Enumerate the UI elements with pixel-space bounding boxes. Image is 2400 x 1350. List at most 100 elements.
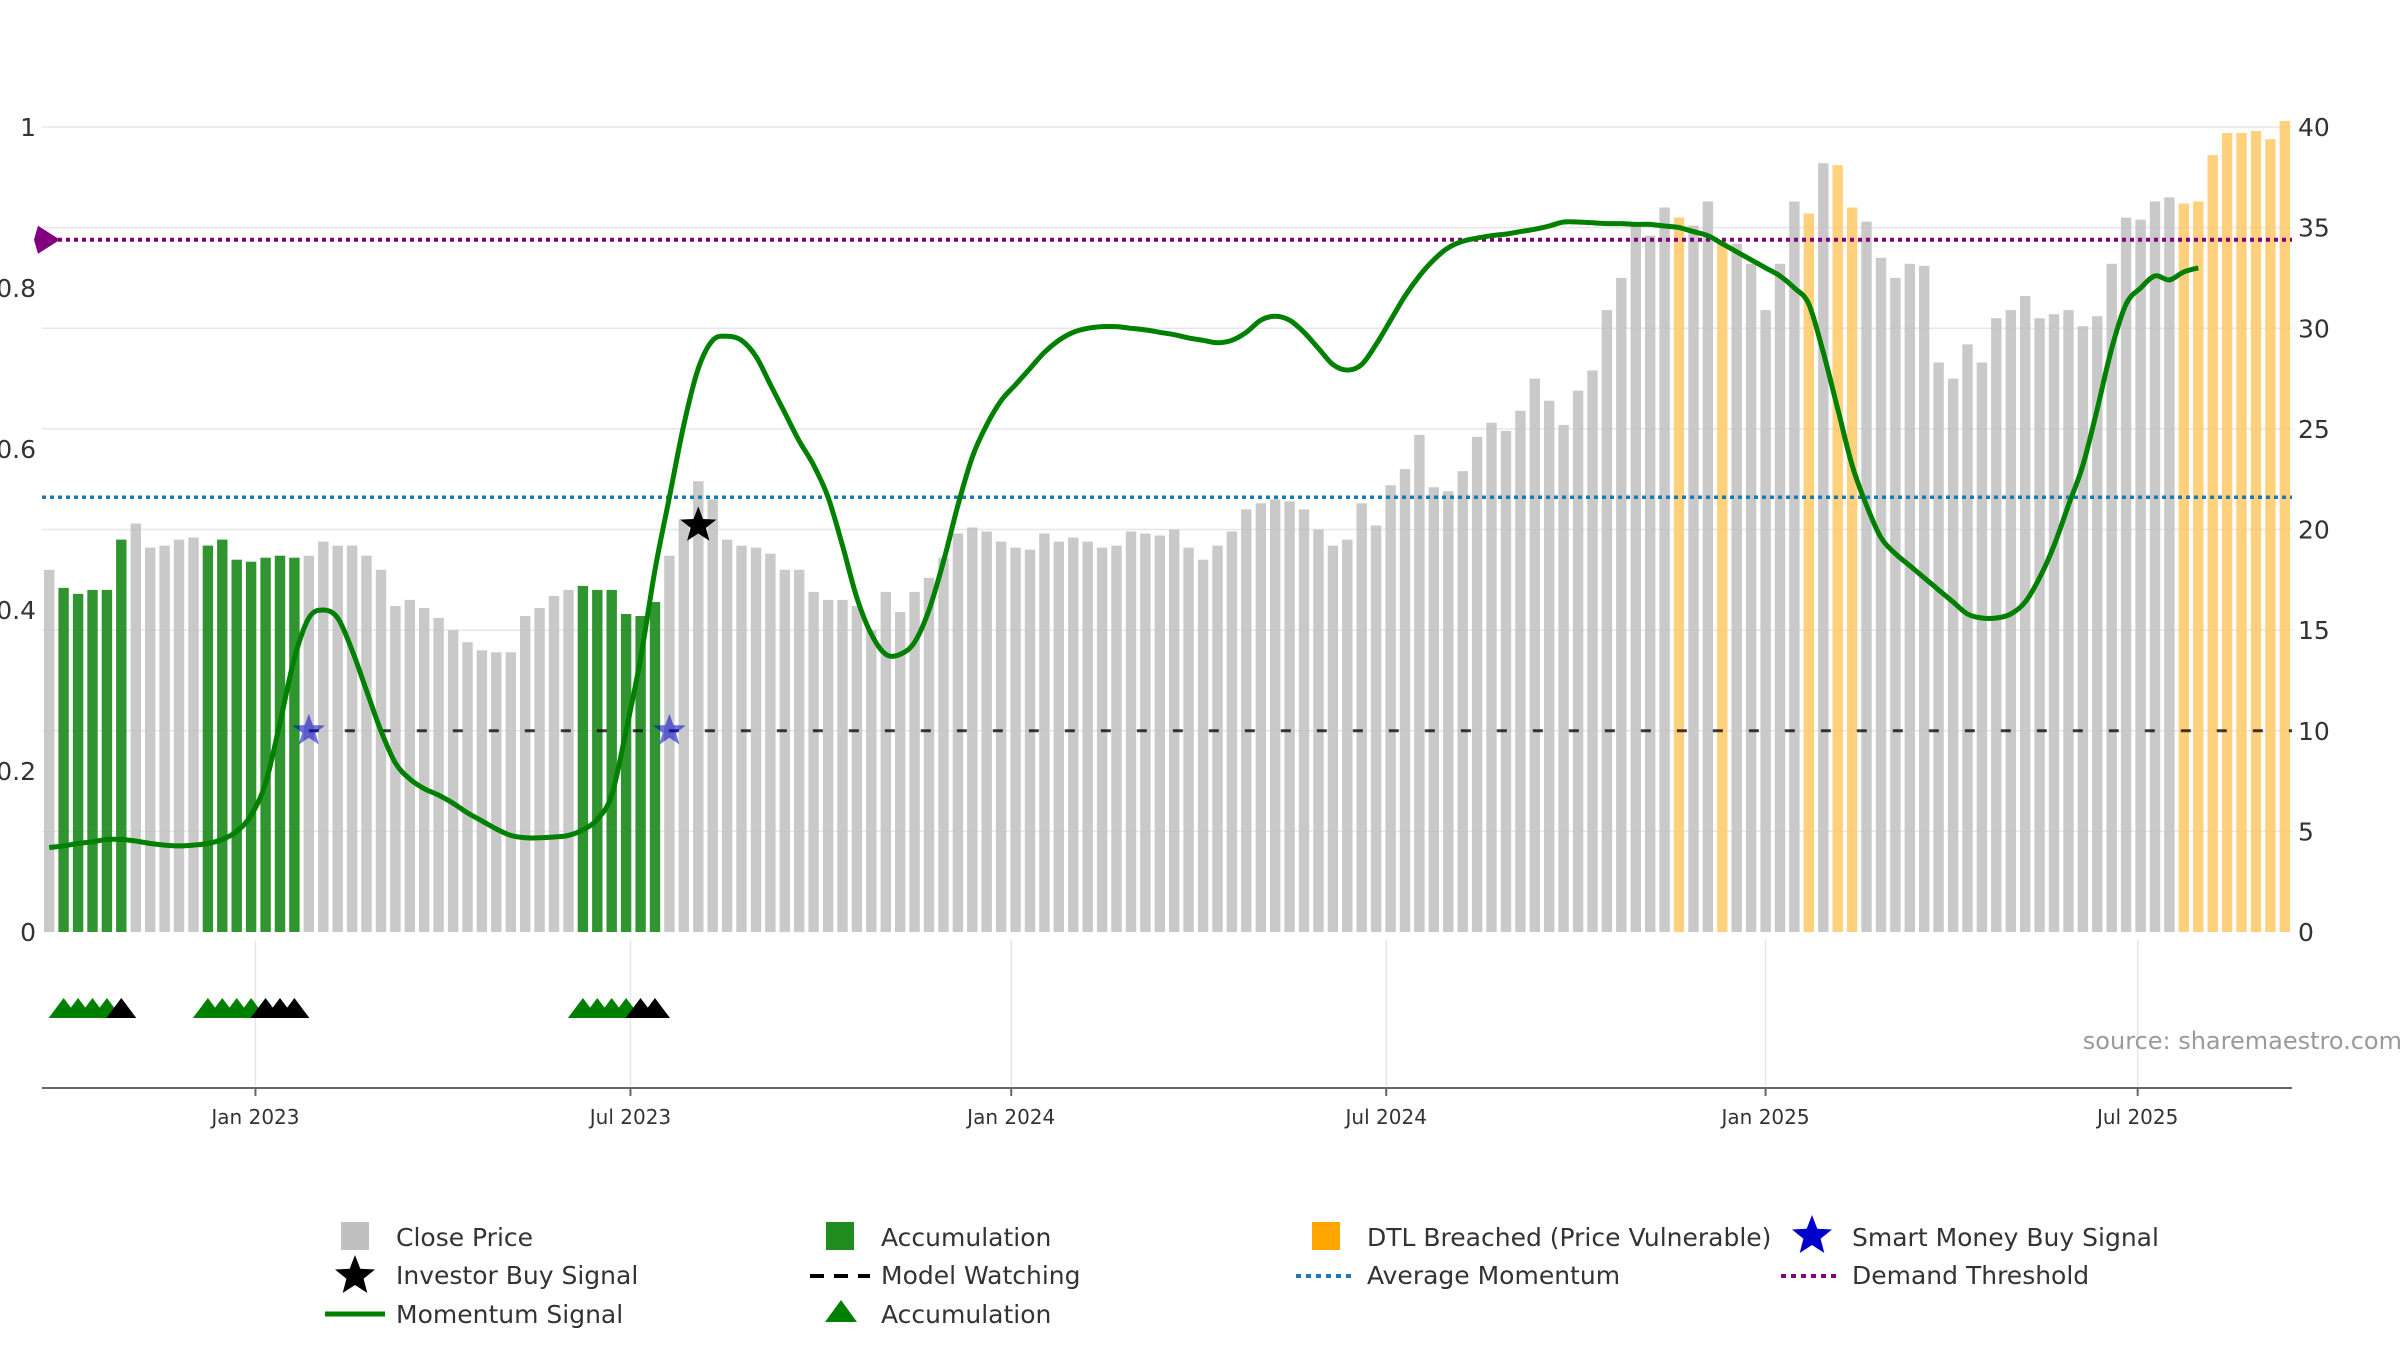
bar-close-price bbox=[419, 608, 430, 932]
bar-close-price bbox=[1370, 525, 1382, 932]
right-axis-label: 15 bbox=[2298, 616, 2330, 645]
momentum-line-layer bbox=[48, 219, 2199, 850]
bar-close-price bbox=[967, 527, 978, 932]
legend: Close Price Accumulation DTL Breached (P… bbox=[325, 1215, 2159, 1329]
bar-close-price bbox=[534, 608, 545, 932]
bar-close-price bbox=[1140, 533, 1151, 932]
bar-accumulation bbox=[606, 589, 617, 932]
left-axis-label: 0.8 bbox=[0, 274, 36, 303]
left-axis-label: 0.4 bbox=[0, 596, 36, 625]
bar-close-price bbox=[1053, 541, 1064, 932]
smart-money-buy-star bbox=[292, 713, 325, 745]
bar-close-price bbox=[1039, 533, 1050, 932]
bar-close-price bbox=[1010, 547, 1021, 932]
right-axis-label: 0 bbox=[2298, 918, 2314, 947]
bar-close-price bbox=[1183, 547, 1194, 932]
bar-accumulation bbox=[289, 557, 300, 932]
bar-close-price bbox=[1298, 509, 1310, 932]
bar-close-price bbox=[1515, 410, 1526, 932]
signal-markers bbox=[48, 506, 717, 1018]
bar-close-price bbox=[1111, 545, 1122, 932]
bar-dtl-breached bbox=[1846, 207, 1858, 932]
legend-icon-accumulation-triangle bbox=[825, 1300, 857, 1322]
bar-dtl-breached bbox=[2250, 131, 2262, 932]
bar-close-price bbox=[1414, 434, 1425, 932]
bar-close-price bbox=[404, 599, 415, 932]
bar-close-price bbox=[2020, 296, 2031, 932]
bar-close-price bbox=[491, 652, 502, 932]
bar-close-price bbox=[1875, 257, 1887, 932]
bar-close-price bbox=[346, 545, 358, 932]
bar-close-price bbox=[1486, 422, 1497, 932]
bar-close-price bbox=[188, 537, 199, 932]
smart-money-buy-star bbox=[653, 713, 686, 745]
bar-close-price bbox=[1471, 436, 1483, 932]
bar-close-price bbox=[880, 591, 891, 932]
bar-close-price bbox=[794, 569, 805, 933]
x-tick-label: Jul 2023 bbox=[588, 1105, 671, 1129]
bar-close-price bbox=[952, 533, 964, 932]
bar-dtl-breached bbox=[1803, 213, 1814, 932]
bar-close-price bbox=[2005, 310, 2016, 933]
bar-close-price bbox=[2135, 219, 2146, 933]
bar-close-price bbox=[1327, 545, 1339, 932]
bar-close-price bbox=[2034, 318, 2045, 932]
legend-swatch-dtl-breached bbox=[1312, 1222, 1340, 1250]
price-bars bbox=[44, 121, 2290, 933]
bar-accumulation bbox=[635, 616, 646, 932]
bar-close-price bbox=[750, 547, 762, 932]
bar-dtl-breached bbox=[2178, 203, 2189, 932]
bar-close-price bbox=[433, 618, 444, 932]
bar-close-price bbox=[476, 650, 488, 933]
bar-close-price bbox=[707, 499, 718, 932]
x-tick-label: Jan 2023 bbox=[209, 1105, 299, 1129]
bar-close-price bbox=[1587, 370, 1598, 932]
accumulation-triangle-dark bbox=[639, 998, 670, 1018]
bar-close-price bbox=[1659, 207, 1670, 932]
legend-label-model-watching: Model Watching bbox=[881, 1261, 1081, 1290]
bar-close-price bbox=[895, 612, 906, 932]
accumulation-triangle-dark bbox=[106, 998, 137, 1018]
bar-close-price bbox=[1096, 547, 1108, 932]
bar-close-price bbox=[1818, 163, 1829, 932]
bar-close-price bbox=[1212, 545, 1223, 932]
bar-close-price bbox=[1270, 499, 1281, 932]
legend-label-average-momentum: Average Momentum bbox=[1367, 1261, 1620, 1290]
bar-dtl-breached bbox=[2221, 133, 2233, 932]
legend-label-momentum-signal: Momentum Signal bbox=[396, 1300, 623, 1329]
bar-dtl-breached bbox=[2236, 133, 2247, 932]
bar-close-price bbox=[693, 481, 704, 932]
bar-close-price bbox=[808, 591, 819, 932]
bar-accumulation bbox=[72, 593, 84, 932]
bar-close-price bbox=[1630, 223, 1641, 933]
bar-close-price bbox=[563, 589, 574, 932]
bar-close-price bbox=[2063, 310, 2074, 933]
bar-close-price bbox=[1399, 469, 1411, 932]
reference-lines bbox=[34, 225, 2292, 733]
bar-close-price bbox=[173, 539, 185, 932]
investor-buy-star bbox=[680, 506, 717, 541]
x-tick-label: Jan 2025 bbox=[1720, 1105, 1810, 1129]
bar-close-price bbox=[1342, 539, 1353, 932]
bar-accumulation bbox=[217, 539, 228, 932]
bar-close-price bbox=[1702, 201, 1714, 932]
x-tick-label: Jul 2024 bbox=[1344, 1105, 1427, 1129]
demand-threshold-marker bbox=[34, 225, 60, 254]
bar-dtl-breached bbox=[1673, 217, 1685, 933]
bar-close-price bbox=[332, 545, 343, 932]
bar-close-price bbox=[909, 591, 920, 932]
bar-close-price bbox=[822, 599, 834, 932]
legend-label-accumulation-marker: Accumulation bbox=[881, 1300, 1051, 1329]
bar-close-price bbox=[520, 616, 531, 932]
bar-close-price bbox=[1919, 265, 1930, 932]
bar-close-price bbox=[995, 541, 1007, 932]
right-axis-label: 10 bbox=[2298, 717, 2330, 746]
legend-label-accumulation-bar: Accumulation bbox=[881, 1223, 1051, 1252]
legend-label-close-price: Close Price bbox=[396, 1223, 533, 1252]
bar-close-price bbox=[2106, 263, 2117, 932]
right-axis-label: 35 bbox=[2298, 214, 2330, 243]
bar-close-price bbox=[548, 595, 560, 932]
bar-close-price bbox=[1947, 378, 1959, 933]
bar-close-price bbox=[1125, 531, 1137, 932]
left-axis-label: 1 bbox=[20, 113, 36, 142]
